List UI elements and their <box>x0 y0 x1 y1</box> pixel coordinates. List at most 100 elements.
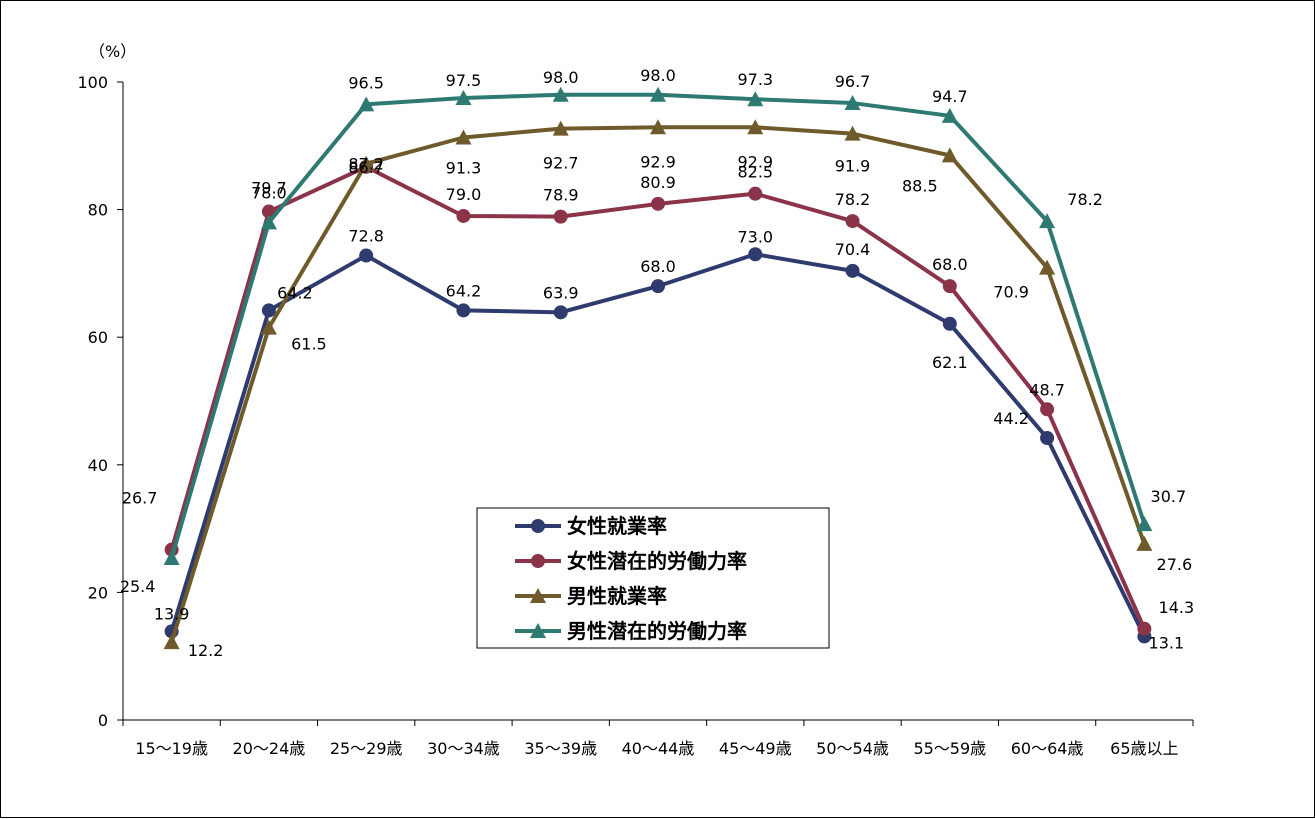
legend-marker <box>531 554 545 568</box>
data-point <box>163 549 180 565</box>
data-point <box>358 155 375 171</box>
data-label: 44.2 <box>993 409 1029 428</box>
data-point <box>553 209 568 224</box>
data-label: 78.0 <box>251 183 287 202</box>
data-label: 97.3 <box>737 70 773 89</box>
data-label: 68.0 <box>932 255 968 274</box>
data-label: 79.7 <box>251 179 287 198</box>
data-point <box>358 96 375 112</box>
data-label: 64.2 <box>446 281 482 300</box>
data-point <box>260 214 277 230</box>
data-point <box>1039 213 1056 229</box>
data-point <box>650 119 666 135</box>
data-label: 91.9 <box>835 157 871 176</box>
x-tick-label: 40～44歳 <box>622 739 695 758</box>
data-point <box>552 86 569 102</box>
data-label: 48.7 <box>1029 380 1065 399</box>
data-label: 96.7 <box>835 72 871 91</box>
data-label: 13.9 <box>154 604 190 623</box>
data-point <box>455 89 472 105</box>
data-label: 87.2 <box>348 155 384 174</box>
data-point <box>1136 516 1153 532</box>
legend-label: 女性就業率 <box>567 514 667 538</box>
data-point <box>456 303 471 318</box>
legend-label: 女性潜在的労働力率 <box>567 549 747 573</box>
x-tick-label: 30～34歳 <box>427 739 500 758</box>
data-point <box>456 208 471 223</box>
data-point <box>844 95 861 111</box>
data-point <box>552 120 569 136</box>
data-point <box>261 303 276 318</box>
series-2 <box>163 119 1153 650</box>
legend-item-2: 男性就業率 <box>515 584 667 608</box>
data-point <box>1039 259 1056 275</box>
data-label: 68.0 <box>640 257 676 276</box>
data-point <box>748 247 763 262</box>
data-label-layer: 13.9 64.2 72.8 64.2 63.9 68.0 73.0 70.4 62.1 44.2… <box>120 66 1194 660</box>
data-label: 80.9 <box>640 173 676 192</box>
y-tick-label: 40 <box>88 456 108 475</box>
legend-item-1: 女性潜在的労働力率 <box>515 549 747 573</box>
data-label: 27.6 <box>1157 555 1193 574</box>
x-tick-label: 50～54歳 <box>816 739 889 758</box>
legend-marker <box>531 519 545 533</box>
x-tick-label: 65歳以上 <box>1110 739 1178 758</box>
data-point <box>260 319 277 335</box>
data-label: 30.7 <box>1151 487 1187 506</box>
legend-marker <box>530 623 546 638</box>
y-axis-unit-label: （%） <box>89 42 136 61</box>
x-tick-label: 25～29歳 <box>330 739 403 758</box>
data-label: 78.2 <box>835 190 871 209</box>
data-point <box>1136 535 1153 551</box>
data-label: 73.0 <box>737 227 773 246</box>
data-label: 96.5 <box>348 73 384 92</box>
data-point <box>845 214 860 229</box>
data-point <box>651 196 665 211</box>
legend-item-0: 女性就業率 <box>515 514 667 538</box>
y-tick-label: 60 <box>88 328 108 347</box>
data-point <box>1137 621 1152 636</box>
legend-label: 男性就業率 <box>567 584 667 608</box>
axes: 0 20 40 60 80 100 15～19歳 20～24歳 25～29歳 30～34歳 35～3… <box>77 73 1194 758</box>
data-point <box>845 263 860 278</box>
data-label: 92.7 <box>543 154 579 173</box>
data-point <box>359 248 374 263</box>
data-point <box>1040 402 1055 417</box>
y-tick-label: 100 <box>77 73 108 92</box>
data-label: 64.2 <box>277 283 313 302</box>
data-label: 62.1 <box>932 353 968 372</box>
data-point <box>650 86 666 102</box>
data-point <box>844 125 861 141</box>
series-layer <box>163 86 1153 650</box>
data-label: 70.9 <box>993 283 1029 302</box>
data-point <box>942 316 957 331</box>
data-point <box>941 107 958 123</box>
data-label: 63.9 <box>543 283 579 302</box>
data-label: 14.3 <box>1159 598 1195 617</box>
x-tick-label: 60～64歳 <box>1011 739 1084 758</box>
data-label: 94.7 <box>932 87 968 106</box>
data-point <box>651 279 665 294</box>
data-label: 61.5 <box>291 335 327 354</box>
data-point <box>1040 431 1055 446</box>
data-point <box>942 279 957 294</box>
data-point <box>941 147 958 163</box>
legend-label: 男性潜在的労働力率 <box>567 619 747 643</box>
data-label: 97.5 <box>446 71 482 90</box>
data-label: 70.4 <box>835 240 871 259</box>
data-label: 72.8 <box>348 227 384 246</box>
data-point <box>455 129 472 145</box>
y-tick-label: 80 <box>88 201 108 220</box>
data-label: 91.3 <box>446 159 482 178</box>
data-point <box>553 305 568 320</box>
data-label: 92.9 <box>640 152 676 171</box>
data-point <box>747 91 764 107</box>
data-label: 98.0 <box>640 66 676 85</box>
y-tick-label: 20 <box>88 583 108 602</box>
data-label: 86.7 <box>348 158 384 177</box>
x-tick-label: 45～49歳 <box>719 739 792 758</box>
data-label: 82.5 <box>737 163 773 182</box>
